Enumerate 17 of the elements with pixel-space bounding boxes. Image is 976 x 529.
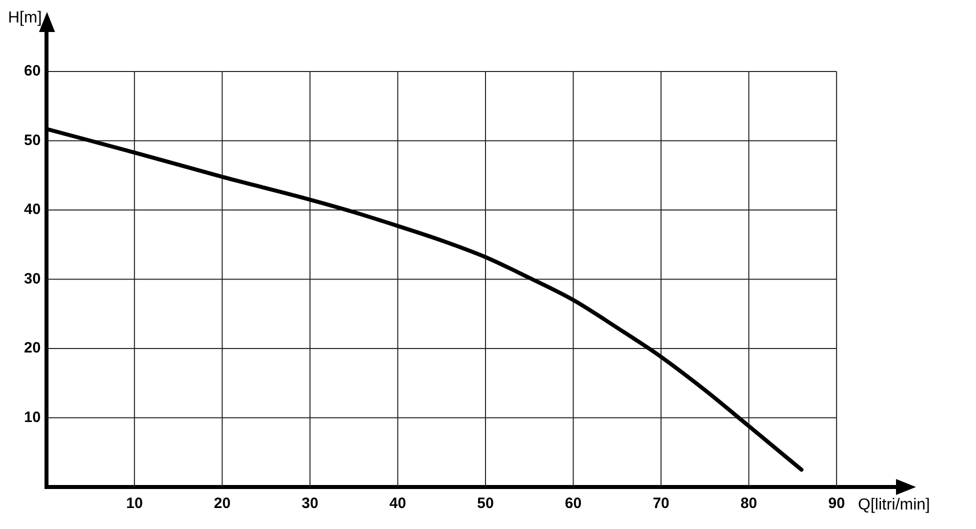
x-tick-label: 90 — [828, 495, 845, 512]
x-tick-label: 30 — [302, 495, 318, 512]
x-tick-label: 10 — [126, 495, 143, 512]
x-tick-label: 70 — [652, 495, 670, 512]
y-tick-label: 60 — [24, 62, 41, 80]
x-tick-label: 60 — [564, 495, 582, 512]
x-axis-title: Q[litri/min] — [858, 496, 930, 514]
x-tick-label: 40 — [389, 495, 406, 512]
y-tick-label: 50 — [24, 132, 41, 149]
y-tick-label: 30 — [24, 270, 41, 288]
y-axis-title: H[m] — [8, 9, 42, 26]
y-tick-label: 10 — [24, 408, 41, 426]
x-tick-label: 50 — [477, 495, 494, 512]
x-tick-label: 80 — [740, 495, 758, 512]
y-tick-label: 20 — [24, 340, 41, 357]
y-tick-label: 40 — [24, 201, 41, 218]
x-tick-label: 20 — [214, 495, 231, 512]
